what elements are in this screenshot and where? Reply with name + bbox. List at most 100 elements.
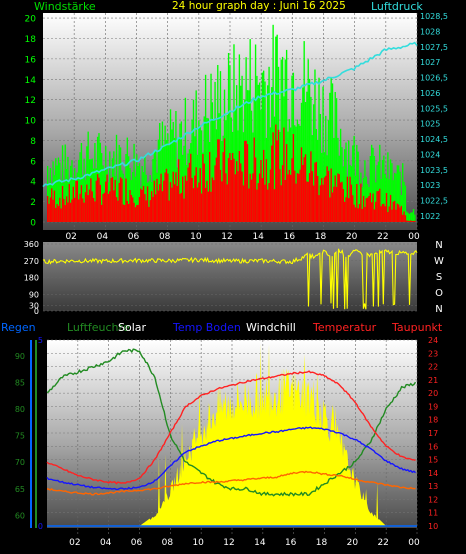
compass-label: O	[435, 288, 443, 299]
wind-bar	[171, 187, 173, 222]
wind-bar	[238, 151, 241, 222]
gust-bar	[273, 116, 276, 222]
direction-tick-label: 360	[24, 240, 39, 249]
gust-bar	[56, 165, 58, 222]
wind-bar	[263, 149, 265, 222]
gust-bar	[241, 75, 243, 222]
gust-bar	[412, 209, 415, 222]
legend-taupunkt: Taupunkt	[391, 321, 443, 334]
humidity-tick-label: 75	[15, 432, 25, 441]
wind-bar	[348, 198, 350, 222]
gust-bar	[261, 72, 263, 222]
gust-bar	[392, 180, 394, 222]
wind-bar	[392, 201, 394, 222]
wind-bar	[156, 178, 158, 222]
wind-bar	[335, 186, 338, 222]
gust-bar	[345, 142, 347, 222]
gust-bar	[168, 145, 170, 222]
gust-bar	[334, 92, 336, 222]
wind-axis-title: Windstärke	[34, 0, 96, 13]
wind-bar	[67, 202, 69, 222]
wind-bar	[257, 183, 259, 222]
wind-x-tick-label: 14	[252, 232, 264, 242]
wind-bar	[267, 189, 269, 222]
wind-bar	[339, 182, 342, 222]
wind-bar	[180, 192, 182, 222]
wind-bar	[302, 165, 304, 222]
wind-bar	[145, 200, 147, 222]
gust-bar	[52, 161, 54, 222]
gust-bar	[123, 178, 126, 222]
temp-tick-label: 24	[428, 336, 438, 345]
wind-bar	[358, 204, 361, 222]
wind-bar	[296, 173, 299, 222]
gust-bar	[47, 165, 49, 222]
gust-bar	[157, 139, 160, 222]
wind-bar	[377, 190, 380, 222]
gust-bar	[71, 160, 73, 222]
wind-bar	[209, 151, 211, 222]
wind-bar	[388, 206, 390, 222]
gust-bar	[384, 174, 386, 222]
wind-bar	[102, 194, 104, 222]
gust-bar	[329, 92, 331, 222]
pressure-tick-label: 1025,5	[420, 104, 448, 113]
wind-bar	[115, 197, 118, 222]
temp-tick-label: 21	[428, 376, 438, 385]
wind-bar	[291, 158, 293, 222]
wind-bar	[311, 171, 313, 222]
wind-bar	[290, 174, 292, 222]
wind-bar	[169, 182, 172, 222]
legend-windchill: Windchill	[246, 321, 296, 334]
humidity-tick-label: 70	[15, 458, 25, 467]
wind-bar	[352, 195, 354, 222]
wind-bar	[76, 180, 79, 222]
wind-bar	[167, 173, 169, 222]
direction-line	[42, 248, 418, 310]
wind-bar	[307, 181, 309, 222]
wind-bar	[362, 195, 365, 222]
compass-label: N	[435, 240, 442, 251]
pressure-tick-label: 1023,5	[420, 166, 448, 175]
legend-solar: Solar	[118, 321, 147, 334]
temp-x-tick-label: 08	[162, 538, 174, 548]
gust-bar	[414, 214, 416, 222]
wind-bar	[361, 208, 363, 222]
wind-bar	[47, 196, 49, 222]
wind-bar	[136, 205, 138, 222]
wind-bar	[346, 176, 349, 222]
wind-bar	[299, 169, 301, 222]
pressure-tick-label: 1026	[420, 89, 440, 98]
wind-bar	[199, 168, 201, 222]
wind-bar	[323, 177, 326, 222]
wind-bar	[408, 220, 411, 222]
wind-bar	[288, 169, 290, 222]
wind-bar	[146, 186, 149, 222]
wind-bar	[400, 205, 403, 222]
wind-bar	[110, 178, 112, 222]
wind-bar	[292, 134, 295, 222]
temp-tick-label: 19	[428, 402, 438, 411]
wind-bar	[118, 182, 120, 222]
wind-bar	[334, 175, 336, 222]
gust-bar	[92, 168, 95, 222]
temp-tick-label: 13	[428, 482, 438, 491]
wind-bar	[248, 188, 250, 222]
wind-bar	[173, 184, 176, 222]
wind-bar	[229, 153, 231, 222]
gust-bar	[219, 71, 222, 222]
gust-bar	[383, 155, 385, 222]
gust-bar	[159, 123, 161, 222]
wind-bar	[260, 160, 262, 222]
gust-bar	[238, 54, 241, 223]
gust-bar	[352, 145, 354, 222]
wind-bar	[342, 189, 344, 222]
wind-bar	[319, 185, 322, 222]
legend-temperatur: Temperatur	[312, 321, 377, 334]
pressure-axis-labels: 1022 1022,5 1023 1023,5 1024 1024,5 1025 1025,5…	[420, 12, 448, 221]
gust-bar	[404, 185, 407, 222]
wind-bar	[252, 173, 254, 222]
wind-bar	[349, 176, 351, 222]
wind-bar	[60, 208, 62, 222]
wind-bar	[195, 167, 197, 222]
